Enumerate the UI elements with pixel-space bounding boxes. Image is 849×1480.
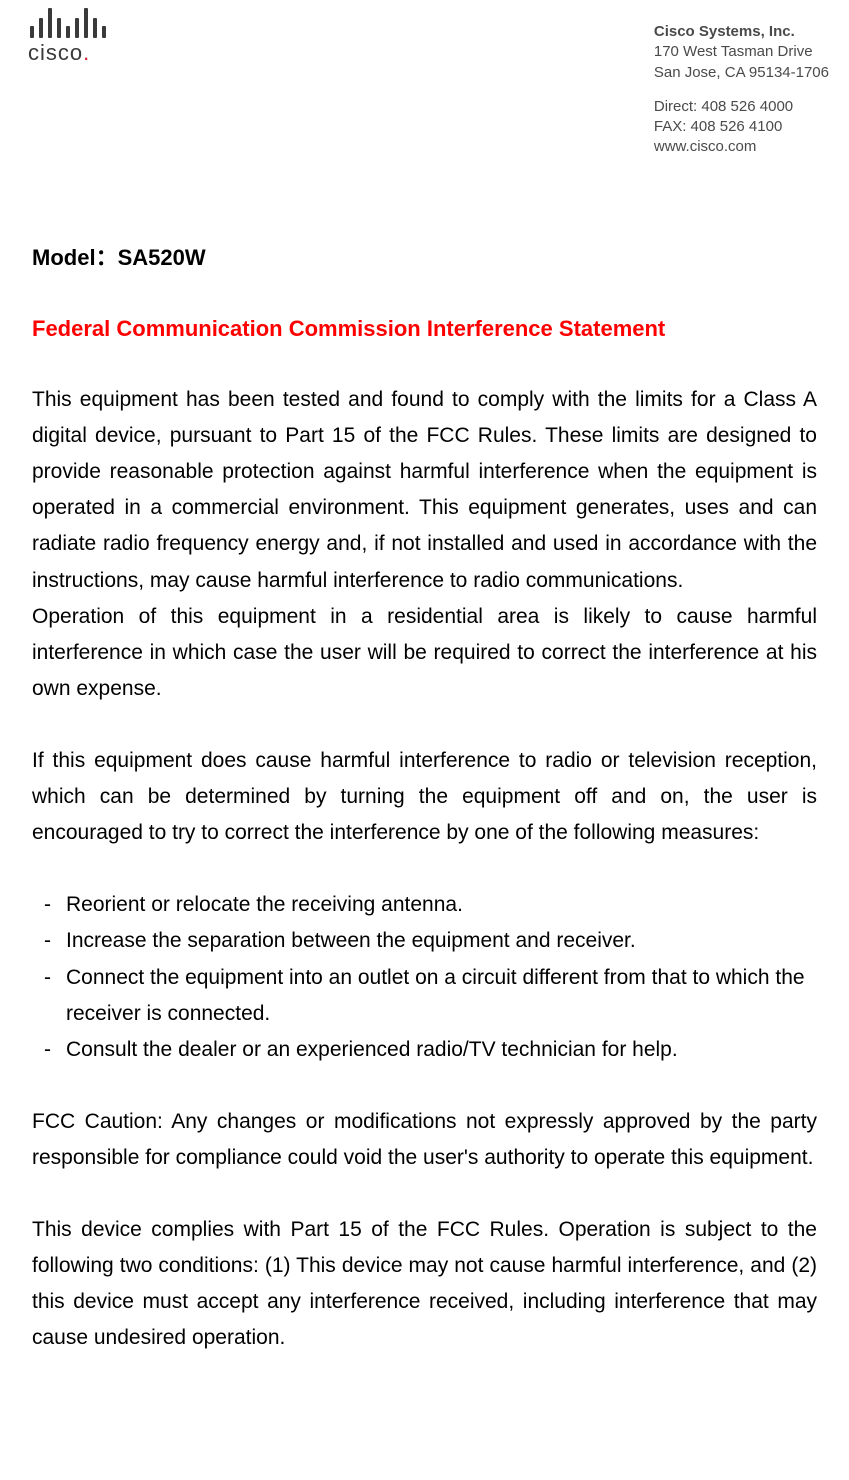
fcc-statement-title: Federal Communication Commission Interfe… <box>32 316 817 342</box>
page: cisco. Cisco Systems, Inc. 170 West Tasm… <box>0 0 849 1397</box>
company-addr1: 170 West Tasman Drive <box>654 42 829 62</box>
model-line: Model：SA520W <box>32 240 817 272</box>
para-measures-intro: If this equipment does cause harmful int… <box>32 743 817 851</box>
cisco-logo-text: cisco. <box>28 40 106 66</box>
cisco-logo-bars-icon <box>30 6 106 38</box>
document-body: Model：SA520W Federal Communication Commi… <box>0 240 849 1397</box>
company-web: www.cisco.com <box>654 137 829 157</box>
company-addr2: San Jose, CA 95134-1706 <box>654 63 829 83</box>
measure-item: Reorient or relocate the receiving anten… <box>32 887 817 923</box>
measure-item: Increase the separation between the equi… <box>32 923 817 959</box>
para-residential: Operation of this equipment in a residen… <box>32 599 817 707</box>
company-address-block: Cisco Systems, Inc. 170 West Tasman Driv… <box>654 22 829 158</box>
logo-word: cisco <box>28 40 83 65</box>
company-name: Cisco Systems, Inc. <box>654 22 829 42</box>
para-part15: This device complies with Part 15 of the… <box>32 1212 817 1356</box>
company-direct: Direct: 408 526 4000 <box>654 97 829 117</box>
letterhead-header: cisco. Cisco Systems, Inc. 170 West Tasm… <box>0 0 849 170</box>
measure-item: Consult the dealer or an experienced rad… <box>32 1032 817 1068</box>
company-fax: FAX: 408 526 4100 <box>654 117 829 137</box>
logo-dot: . <box>83 40 90 65</box>
para-class-a: This equipment has been tested and found… <box>32 382 817 599</box>
para-fcc-caution: FCC Caution: Any changes or modification… <box>32 1104 817 1176</box>
measures-list: Reorient or relocate the receiving anten… <box>32 887 817 1068</box>
model-sep: ： <box>96 245 118 270</box>
model-label: Model <box>32 245 96 270</box>
measure-item: Connect the equipment into an outlet on … <box>32 960 817 1032</box>
model-value: SA520W <box>118 245 206 270</box>
cisco-logo: cisco. <box>28 6 106 66</box>
